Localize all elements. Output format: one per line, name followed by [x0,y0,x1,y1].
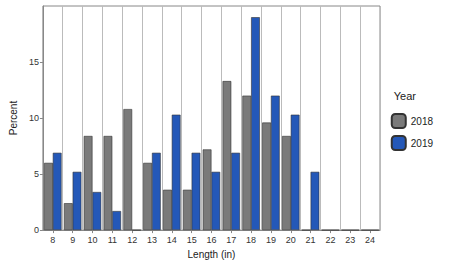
svg-text:20: 20 [286,235,296,245]
svg-text:17: 17 [226,235,236,245]
svg-text:19: 19 [266,235,276,245]
svg-text:15: 15 [187,235,197,245]
svg-text:14: 14 [167,235,177,245]
svg-text:21: 21 [306,235,316,245]
svg-text:Year: Year [394,90,417,102]
svg-text:Percent: Percent [8,101,19,136]
svg-text:0: 0 [34,225,39,235]
svg-text:2018: 2018 [411,116,434,127]
svg-text:23: 23 [345,235,355,245]
svg-text:18: 18 [246,235,256,245]
svg-text:22: 22 [325,235,335,245]
svg-text:12: 12 [127,235,137,245]
svg-text:24: 24 [365,235,375,245]
svg-text:9: 9 [70,235,75,245]
svg-text:2019: 2019 [411,138,434,149]
svg-text:10: 10 [87,235,97,245]
svg-text:10: 10 [29,113,39,123]
svg-text:16: 16 [206,235,216,245]
svg-text:11: 11 [108,235,117,245]
svg-text:Length (in): Length (in) [188,249,236,260]
svg-text:15: 15 [29,57,39,67]
svg-text:8: 8 [50,235,55,245]
svg-text:13: 13 [147,235,157,245]
svg-text:5: 5 [34,169,39,179]
